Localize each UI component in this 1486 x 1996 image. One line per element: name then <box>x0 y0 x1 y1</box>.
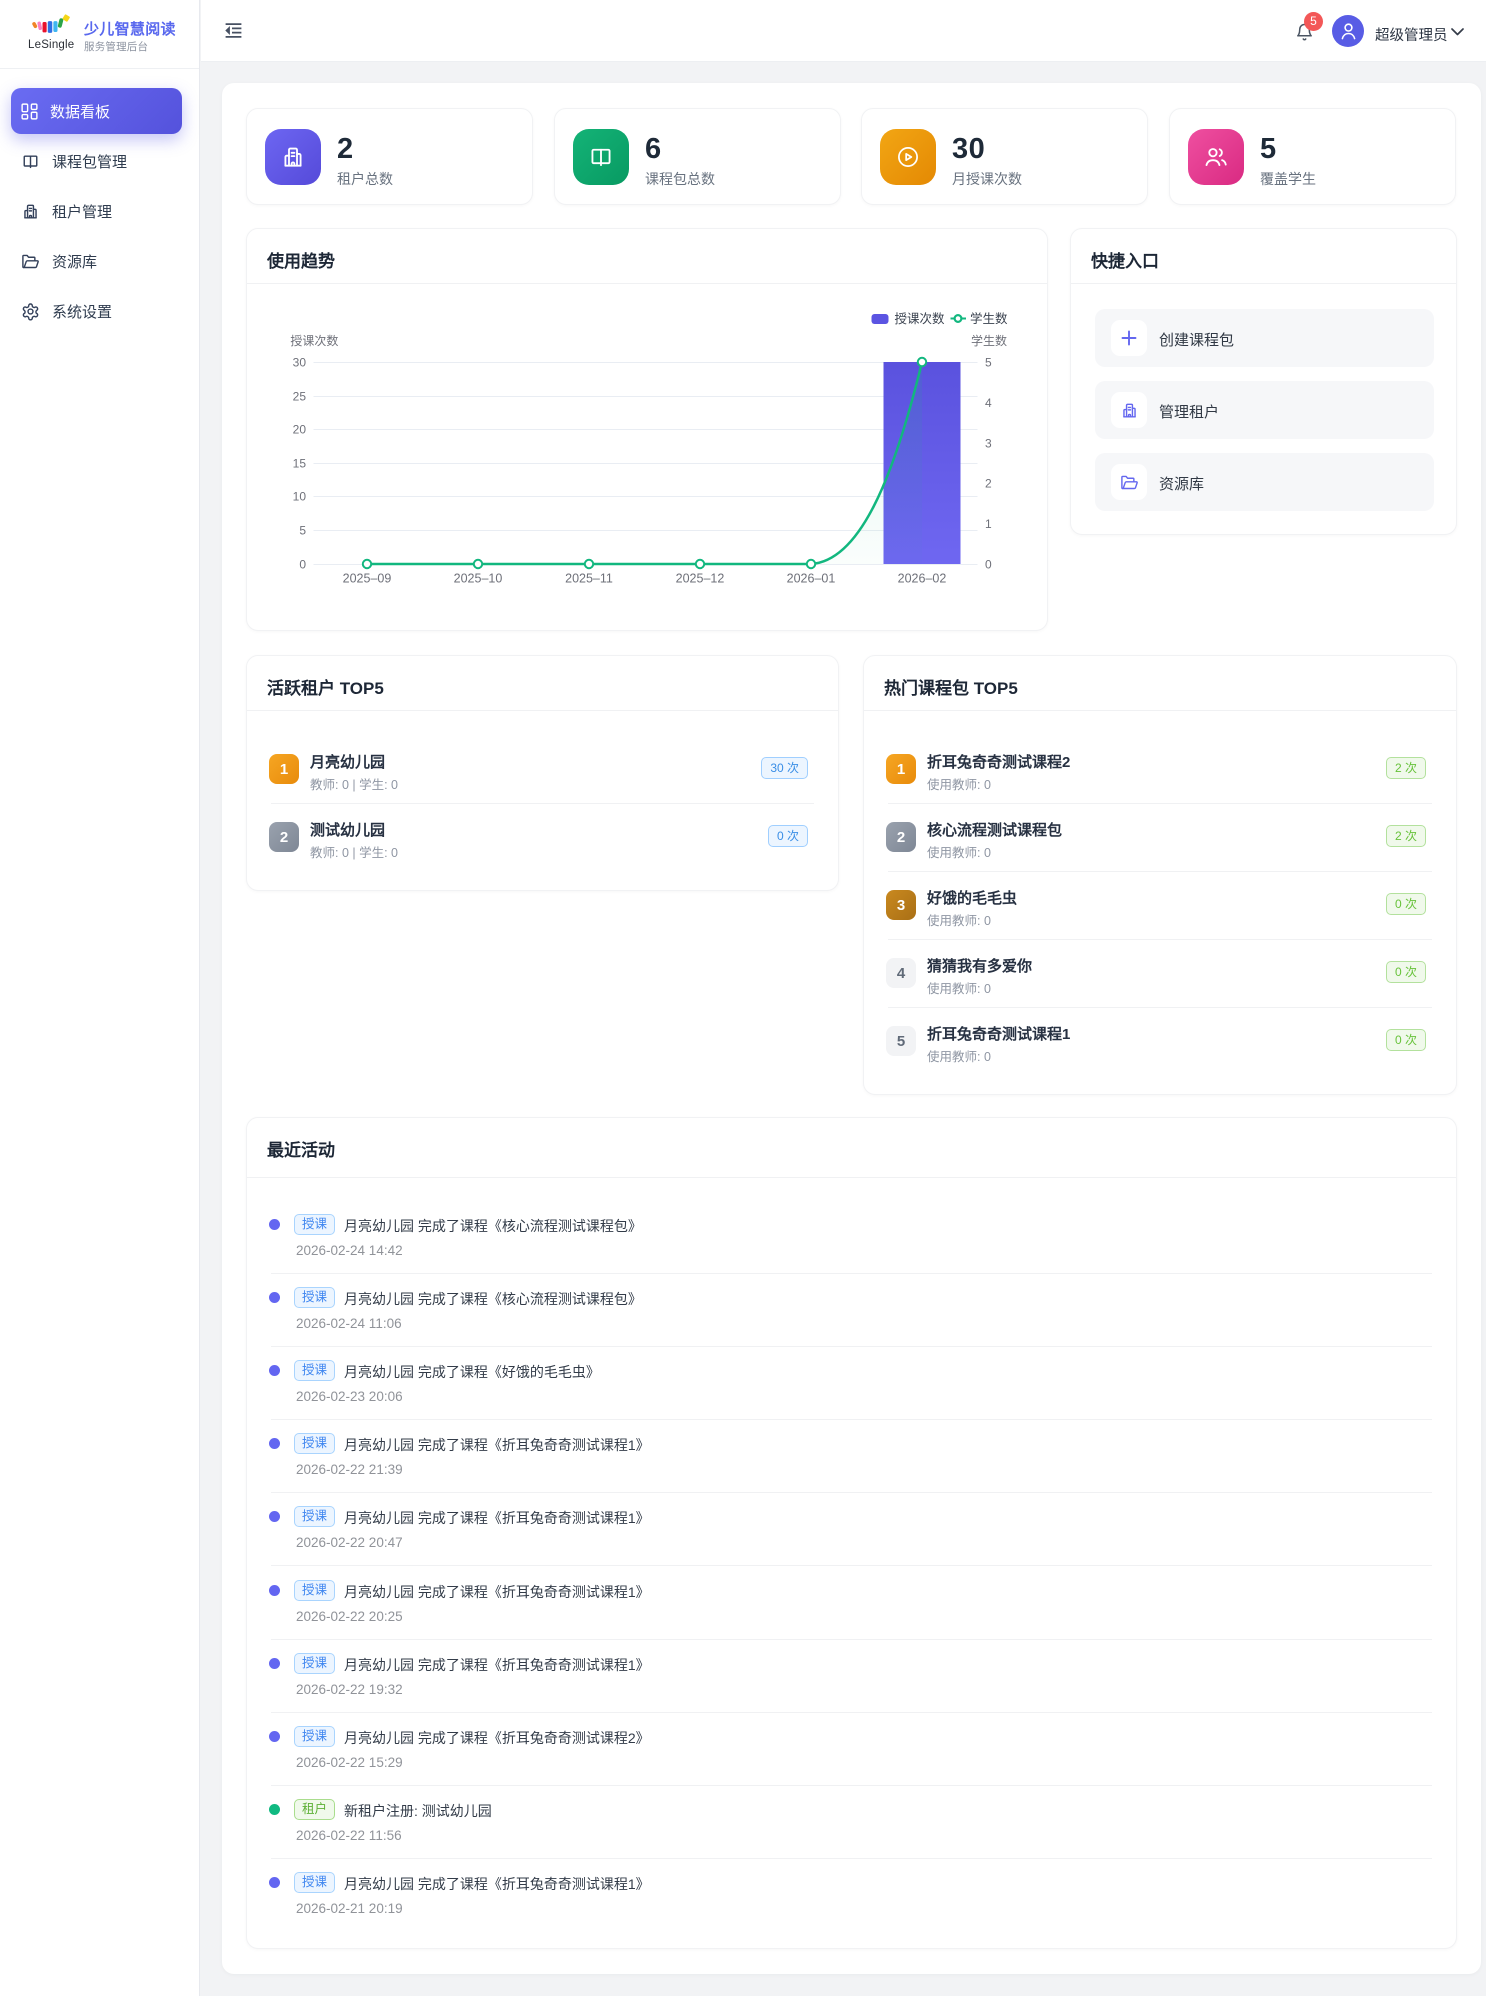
svg-text:2026–02: 2026–02 <box>898 572 947 586</box>
svg-text:2025–09: 2025–09 <box>343 572 392 586</box>
svg-text:0: 0 <box>985 558 992 572</box>
svg-text:25: 25 <box>293 390 307 404</box>
svg-text:2: 2 <box>985 477 992 491</box>
svg-text:2025–12: 2025–12 <box>676 572 725 586</box>
svg-text:授课次数: 授课次数 <box>290 333 338 348</box>
svg-text:4: 4 <box>985 396 992 410</box>
svg-text:2026–01: 2026–01 <box>787 572 836 586</box>
svg-text:0: 0 <box>299 558 306 572</box>
svg-text:3: 3 <box>985 436 992 450</box>
svg-text:学生数: 学生数 <box>970 311 1008 326</box>
svg-text:学生数: 学生数 <box>971 333 1007 348</box>
svg-text:30: 30 <box>293 356 307 370</box>
svg-text:20: 20 <box>293 423 307 437</box>
svg-text:授课次数: 授课次数 <box>895 311 946 326</box>
svg-text:1: 1 <box>985 517 992 531</box>
svg-text:10: 10 <box>293 490 307 504</box>
svg-text:2025–11: 2025–11 <box>565 572 613 586</box>
svg-text:2025–10: 2025–10 <box>454 572 503 586</box>
svg-text:5: 5 <box>299 524 306 538</box>
svg-text:5: 5 <box>985 356 992 370</box>
svg-text:15: 15 <box>293 457 307 471</box>
